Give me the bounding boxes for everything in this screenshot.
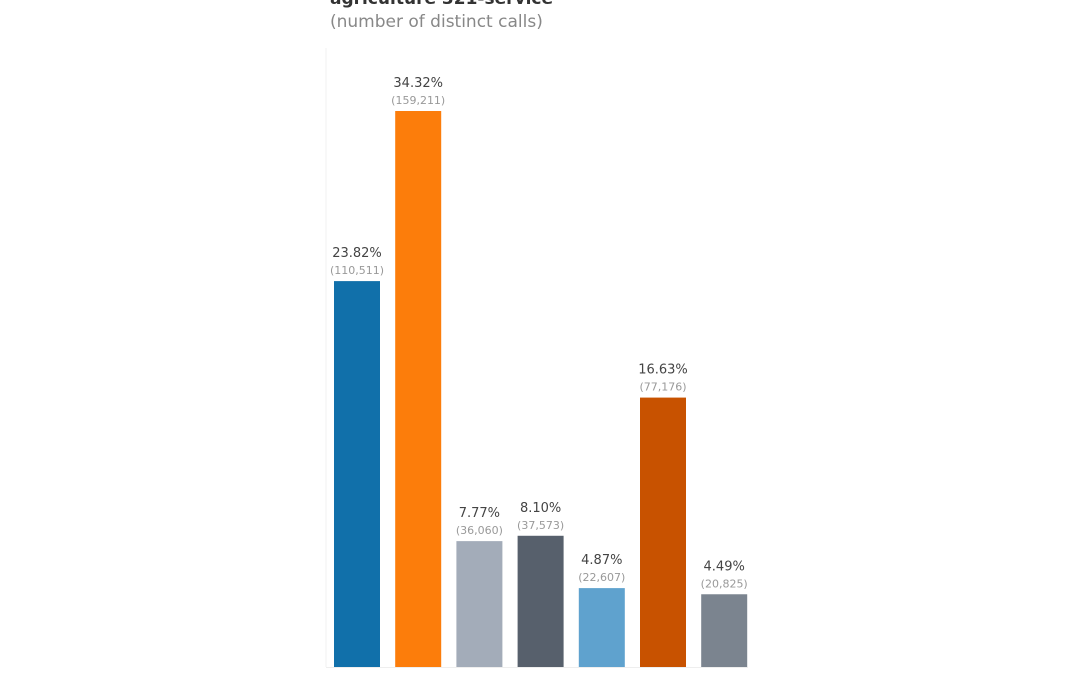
bar[interactable] bbox=[395, 111, 442, 667]
bar[interactable] bbox=[640, 397, 686, 667]
bar-count-label: (36,060) bbox=[456, 524, 503, 537]
bar[interactable] bbox=[456, 541, 503, 667]
bar-percent-label: 34.32% bbox=[393, 76, 443, 91]
bar[interactable] bbox=[517, 535, 564, 667]
bar-count-label: (110,511) bbox=[330, 264, 384, 277]
bar-percent-label: 4.49% bbox=[704, 559, 745, 574]
bar-count-label: (159,211) bbox=[391, 94, 445, 107]
bar-percent-label: 4.87% bbox=[581, 553, 622, 568]
bar-percent-label: 16.63% bbox=[638, 363, 688, 378]
bar[interactable] bbox=[701, 594, 748, 667]
bar[interactable] bbox=[334, 281, 380, 667]
chart-title: agriculture 321-service bbox=[330, 0, 553, 9]
bar-count-label: (37,573) bbox=[517, 519, 564, 532]
bar-percent-label: 8.10% bbox=[520, 501, 561, 516]
bar-count-label: (77,176) bbox=[639, 381, 686, 394]
bar-count-label: (22,607) bbox=[578, 571, 625, 584]
bar-count-label: (20,825) bbox=[701, 577, 748, 590]
bar[interactable] bbox=[578, 588, 625, 667]
bar-percent-label: 7.77% bbox=[459, 506, 500, 521]
chart-subtitle: (number of distinct calls) bbox=[330, 12, 543, 32]
bar-percent-label: 23.82% bbox=[332, 246, 382, 261]
